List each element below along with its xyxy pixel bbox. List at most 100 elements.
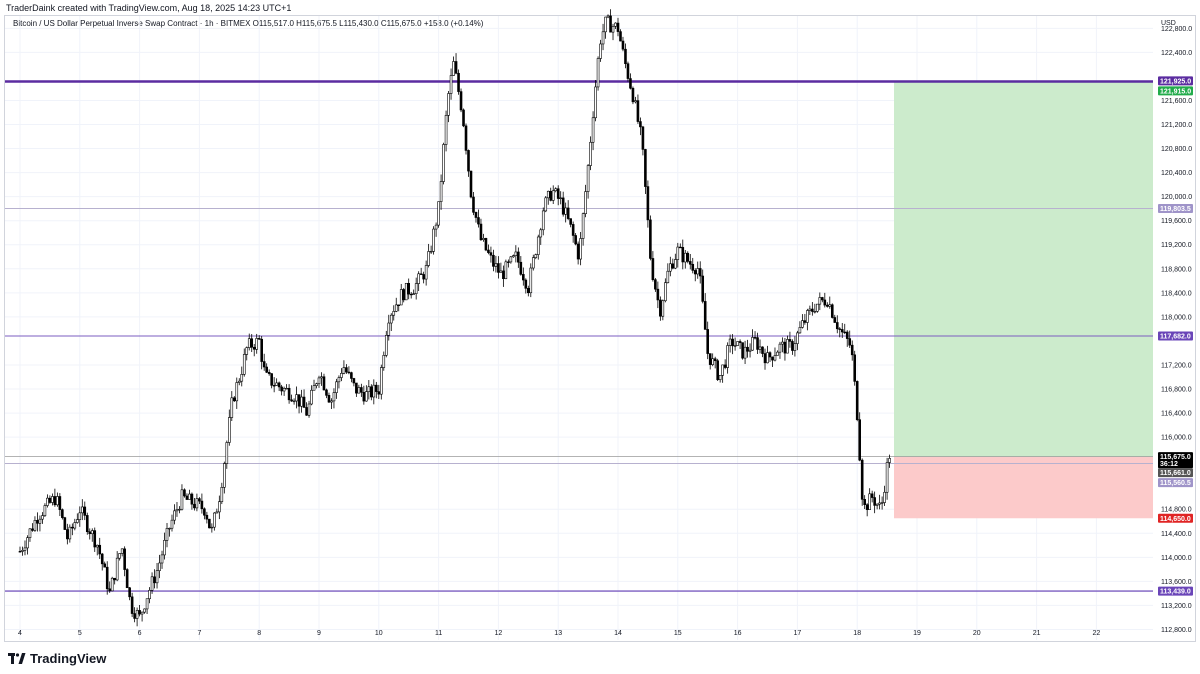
candle-body bbox=[90, 530, 94, 535]
candle-body bbox=[584, 191, 587, 214]
candle bbox=[497, 256, 500, 279]
candle bbox=[512, 254, 515, 258]
candle bbox=[502, 265, 505, 287]
candle bbox=[536, 234, 540, 260]
candle bbox=[546, 190, 550, 205]
candle-body bbox=[683, 252, 687, 263]
candle bbox=[636, 94, 640, 124]
candle bbox=[489, 246, 493, 263]
candle bbox=[624, 43, 627, 69]
candle bbox=[472, 192, 475, 216]
candle bbox=[616, 17, 620, 37]
candle bbox=[302, 389, 306, 408]
candle-body bbox=[379, 367, 383, 395]
candle-body bbox=[105, 566, 109, 590]
candle-body bbox=[845, 331, 849, 339]
candle-body bbox=[664, 282, 667, 302]
candle bbox=[170, 514, 174, 532]
candle-body bbox=[205, 514, 209, 520]
candle-body bbox=[178, 508, 181, 511]
candle-body bbox=[180, 489, 184, 510]
candle-body bbox=[701, 275, 705, 302]
candle-body bbox=[758, 346, 762, 350]
candle bbox=[31, 523, 34, 532]
candle bbox=[821, 296, 824, 303]
time-tick-label: 15 bbox=[674, 630, 682, 637]
candle bbox=[272, 377, 276, 393]
candle-body bbox=[439, 181, 443, 202]
candle-body bbox=[454, 61, 458, 74]
candle-body bbox=[681, 247, 685, 263]
candle bbox=[594, 80, 597, 122]
candle-body bbox=[716, 360, 719, 380]
candle bbox=[250, 334, 254, 353]
candle-body bbox=[66, 529, 69, 540]
price-tag-bg bbox=[1158, 586, 1193, 596]
candle-body bbox=[145, 598, 149, 610]
chart-panel[interactable]: Bitcoin / US Dollar Perpetual Inverse Sw… bbox=[4, 15, 1196, 642]
candle bbox=[813, 303, 817, 314]
candle bbox=[53, 488, 57, 507]
price-tick-label: 114,800.0 bbox=[1161, 507, 1192, 514]
candle bbox=[200, 493, 204, 514]
candle-body bbox=[786, 339, 789, 354]
price-tick-label: 113,600.0 bbox=[1161, 579, 1192, 586]
candle bbox=[295, 386, 298, 409]
candle bbox=[726, 342, 729, 374]
price-tick-label: 118,400.0 bbox=[1161, 290, 1192, 297]
candle-body bbox=[828, 304, 832, 307]
candle-body bbox=[671, 263, 675, 269]
candle bbox=[360, 383, 363, 397]
candle bbox=[88, 528, 92, 540]
candle-body bbox=[242, 354, 246, 375]
time-tick-label: 11 bbox=[435, 630, 442, 637]
candle bbox=[776, 350, 779, 356]
candle bbox=[691, 257, 695, 274]
candle bbox=[208, 518, 211, 529]
candle-body bbox=[487, 249, 490, 253]
candle-body bbox=[825, 304, 829, 307]
candle-body bbox=[262, 361, 266, 368]
candle-body bbox=[656, 288, 660, 301]
candle bbox=[798, 321, 802, 334]
time-tick-label: 6 bbox=[138, 630, 142, 637]
candle bbox=[564, 202, 567, 223]
candle bbox=[379, 364, 383, 400]
candle-body bbox=[512, 255, 515, 258]
price-tick-label: 114,400.0 bbox=[1161, 531, 1192, 538]
candle bbox=[626, 61, 630, 82]
position-profit-zone bbox=[894, 81, 1153, 457]
candle-body bbox=[277, 382, 281, 388]
candle bbox=[337, 375, 341, 389]
candle-body bbox=[38, 518, 42, 524]
candle-body bbox=[885, 462, 889, 493]
time-tick-label: 22 bbox=[1093, 630, 1101, 637]
candle-body bbox=[394, 304, 398, 312]
candle bbox=[203, 507, 206, 520]
candle bbox=[210, 523, 214, 533]
candle-body bbox=[270, 373, 273, 386]
candle bbox=[76, 513, 79, 524]
candle-body bbox=[188, 493, 191, 500]
candle-body bbox=[556, 188, 560, 199]
candle-body bbox=[599, 43, 602, 59]
candle bbox=[651, 251, 655, 282]
time-axis: 4 5 6 7 8 9 10 11 12 13 14 15 16 17 18 19 20 21 22 bbox=[18, 630, 1100, 637]
candle bbox=[860, 458, 864, 506]
candle bbox=[220, 482, 224, 505]
candle-body bbox=[71, 526, 74, 529]
candle bbox=[394, 297, 398, 313]
candle-body bbox=[190, 493, 194, 505]
time-tick-label: 18 bbox=[853, 630, 861, 637]
candle bbox=[100, 552, 104, 571]
candle bbox=[793, 336, 797, 357]
candle bbox=[457, 69, 460, 95]
candle-body bbox=[736, 341, 739, 346]
candle-body bbox=[133, 613, 136, 619]
legend-low: L115,430.0 bbox=[339, 19, 379, 28]
candle bbox=[125, 568, 129, 589]
candle bbox=[544, 195, 548, 213]
candle bbox=[305, 402, 308, 416]
candle-body bbox=[295, 394, 298, 402]
